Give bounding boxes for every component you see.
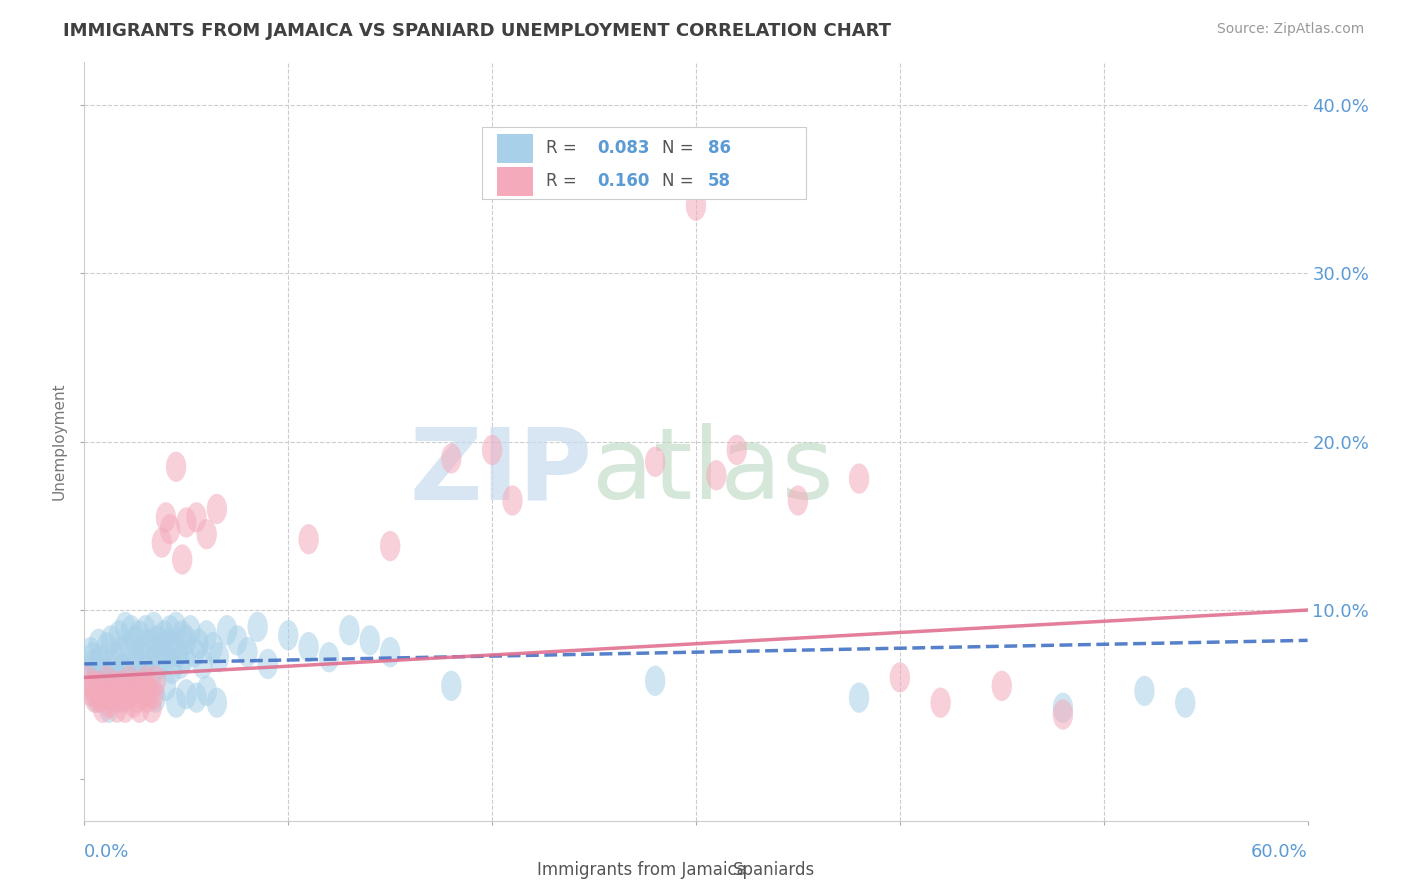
- Text: R =: R =: [546, 139, 582, 157]
- Text: 0.083: 0.083: [598, 139, 650, 157]
- Text: 60.0%: 60.0%: [1251, 843, 1308, 861]
- FancyBboxPatch shape: [506, 856, 531, 885]
- Text: 0.0%: 0.0%: [84, 843, 129, 861]
- Text: 58: 58: [709, 172, 731, 191]
- FancyBboxPatch shape: [702, 856, 727, 885]
- Text: ZIP: ZIP: [409, 424, 592, 520]
- Text: 86: 86: [709, 139, 731, 157]
- Text: Source: ZipAtlas.com: Source: ZipAtlas.com: [1216, 22, 1364, 37]
- Text: Immigrants from Jamaica: Immigrants from Jamaica: [537, 861, 747, 879]
- Text: R =: R =: [546, 172, 582, 191]
- FancyBboxPatch shape: [496, 134, 533, 162]
- FancyBboxPatch shape: [482, 127, 806, 199]
- Y-axis label: Unemployment: Unemployment: [52, 383, 67, 500]
- Text: 0.160: 0.160: [598, 172, 650, 191]
- FancyBboxPatch shape: [496, 167, 533, 196]
- Text: N =: N =: [662, 139, 699, 157]
- Text: N =: N =: [662, 172, 699, 191]
- Text: Spaniards: Spaniards: [733, 861, 815, 879]
- Text: IMMIGRANTS FROM JAMAICA VS SPANIARD UNEMPLOYMENT CORRELATION CHART: IMMIGRANTS FROM JAMAICA VS SPANIARD UNEM…: [63, 22, 891, 40]
- Text: atlas: atlas: [592, 424, 834, 520]
